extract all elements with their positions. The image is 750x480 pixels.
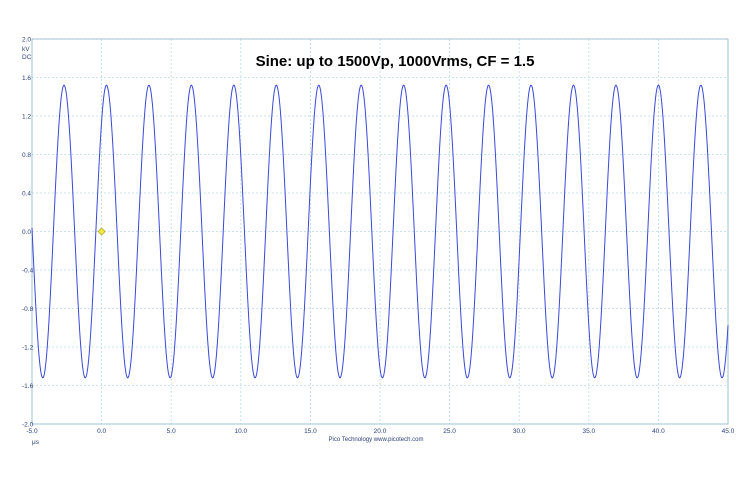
x-tick-label: 5.0 xyxy=(167,428,176,435)
y-axis-ticks: 2.0 1.6 1.2 0.8 0.4 0.0 -0.4 -0.8 -1.2 -1.6 -2.0 xyxy=(22,37,34,429)
trigger-marker[interactable] xyxy=(97,227,106,236)
y-tick-label: 0.8 xyxy=(22,152,31,159)
y-tick-label: -2.0 xyxy=(22,422,34,429)
y-unit-dc: DC xyxy=(22,54,32,61)
x-tick-label: 20.0 xyxy=(374,428,387,435)
x-tick-label: 40.0 xyxy=(652,428,665,435)
y-tick-label: 0.4 xyxy=(22,191,31,198)
x-tick-label: 30.0 xyxy=(513,428,526,435)
x-tick-label: 35.0 xyxy=(582,428,595,435)
y-unit-kv: kV xyxy=(22,46,30,53)
trace-layer xyxy=(31,84,729,379)
x-tick-label: 25.0 xyxy=(443,428,456,435)
x-unit-label: µs xyxy=(32,439,40,446)
x-tick-label: -5.0 xyxy=(26,428,38,435)
sine-trace xyxy=(31,84,729,379)
y-tick-label: 1.6 xyxy=(22,75,31,82)
y-tick-label: -1.2 xyxy=(22,345,34,352)
y-tick-label: -0.4 xyxy=(22,268,34,275)
x-axis-ticks: -5.0 0.0 5.0 10.0 15.0 20.0 25.0 30.0 35.0 40.0 45… xyxy=(26,428,734,435)
x-tick-label: 0.0 xyxy=(97,428,106,435)
y-tick-label: 2.0 xyxy=(22,37,31,44)
x-tick-label: 45.0 xyxy=(722,428,735,435)
x-tick-label: 15.0 xyxy=(304,428,317,435)
chart-title: Sine: up to 1500Vp, 1000Vrms, CF = 1.5 xyxy=(256,53,535,70)
x-tick-label: 10.0 xyxy=(234,428,247,435)
footer-credit: Pico Technology www.picotech.com xyxy=(329,437,424,443)
y-tick-label: 1.2 xyxy=(22,114,31,121)
y-tick-label: -0.8 xyxy=(22,306,34,313)
y-tick-label: 0.0 xyxy=(22,229,31,236)
y-tick-label: -1.6 xyxy=(22,383,34,390)
